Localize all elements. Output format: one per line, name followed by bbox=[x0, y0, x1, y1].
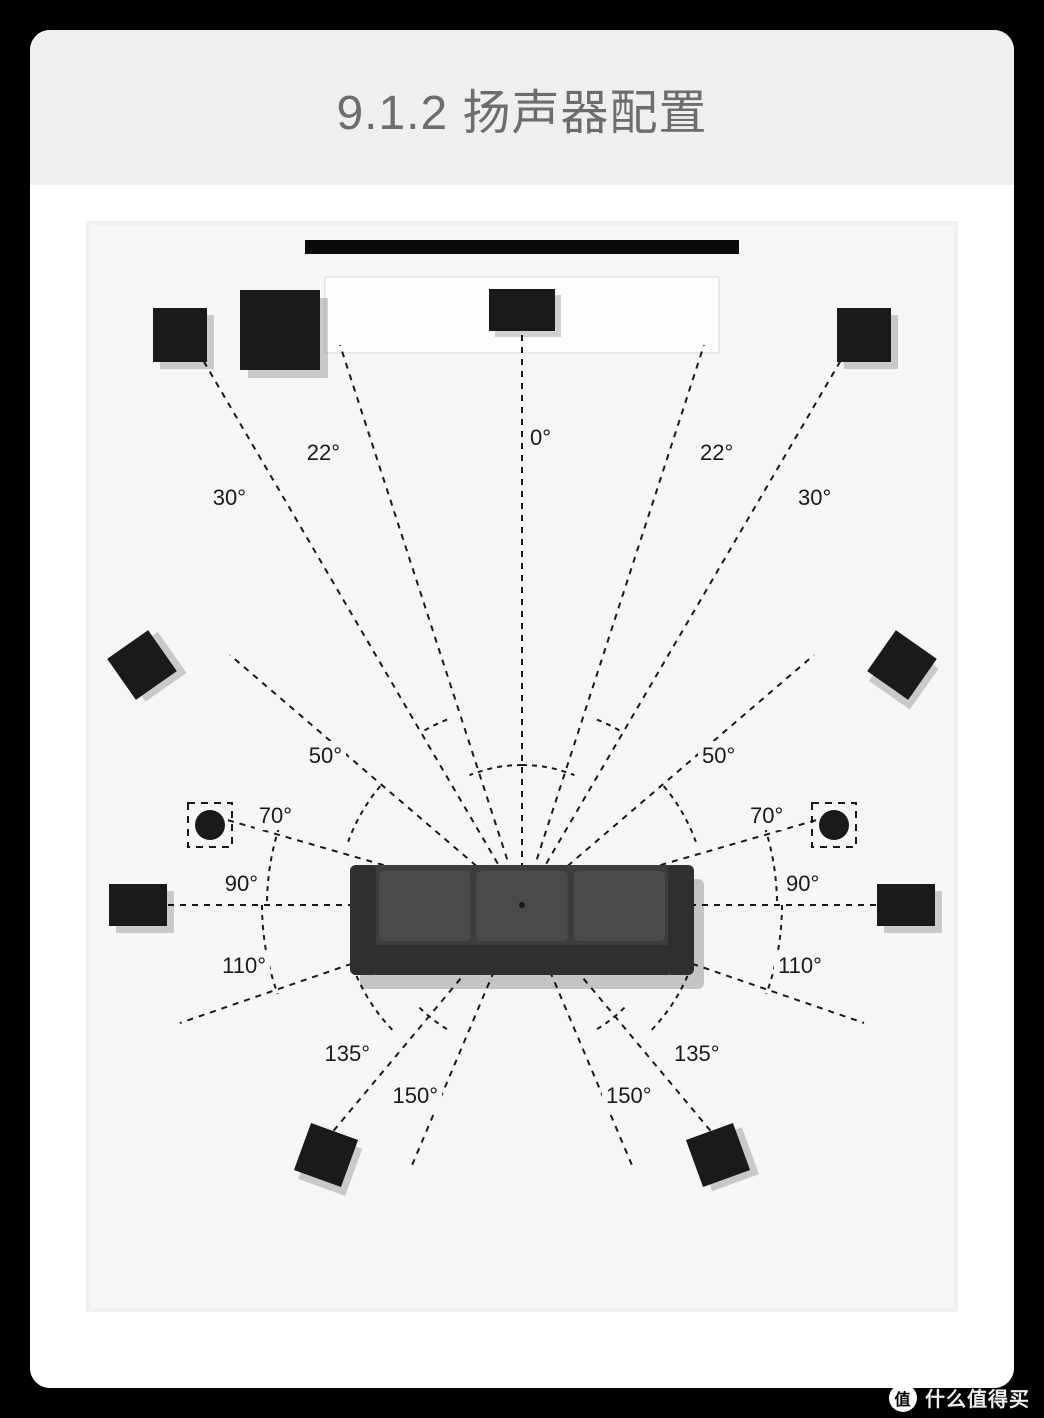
sofa bbox=[350, 865, 694, 975]
subwoofer bbox=[240, 290, 320, 370]
speaker-wide-right bbox=[863, 630, 942, 709]
angle-label: 70° bbox=[259, 803, 292, 828]
tv-screen bbox=[305, 240, 739, 254]
speaker-side-right bbox=[877, 884, 942, 933]
angle-arc bbox=[262, 905, 278, 994]
ceiling-speaker bbox=[819, 810, 849, 840]
angle-label: 150° bbox=[606, 1083, 652, 1108]
angle-label: 90° bbox=[225, 871, 258, 896]
angle-label: 110° bbox=[222, 953, 266, 978]
angle-line bbox=[340, 345, 522, 905]
angle-arc bbox=[422, 720, 447, 732]
listener-point bbox=[519, 902, 525, 908]
watermark-text: 什么值得买 bbox=[925, 1383, 1030, 1412]
angle-label: 30° bbox=[213, 485, 246, 510]
angle-label: 150° bbox=[392, 1083, 438, 1108]
angle-label: 110° bbox=[778, 953, 822, 978]
title-bar: 9.1.2 扬声器配置 bbox=[30, 30, 1014, 185]
angle-label: 30° bbox=[798, 485, 831, 510]
diagram-card: 9.1.2 扬声器配置 0° 22° 22° 30° 30° 50° 50° 70° 70° 90… bbox=[30, 30, 1014, 1388]
angle-label: 90° bbox=[786, 871, 819, 896]
angle-label: 0° bbox=[530, 425, 551, 450]
angle-label: 22° bbox=[307, 440, 340, 465]
speaker-front-right bbox=[837, 308, 898, 369]
speaker-side-left bbox=[109, 884, 174, 933]
angle-arc bbox=[348, 786, 380, 842]
angle-label: 135° bbox=[324, 1041, 370, 1066]
angle-line bbox=[200, 355, 522, 905]
watermark: 值 什么值得买 bbox=[889, 1383, 1030, 1412]
diagram-title: 9.1.2 扬声器配置 bbox=[336, 73, 707, 143]
angle-arc bbox=[664, 786, 696, 842]
angle-arc bbox=[267, 818, 282, 905]
angle-label: 70° bbox=[750, 803, 783, 828]
ceiling-speaker bbox=[195, 810, 225, 840]
speaker-wide-left bbox=[107, 626, 186, 705]
angle-arc bbox=[766, 905, 782, 994]
angle-arc bbox=[597, 720, 622, 732]
speaker-rear-left bbox=[292, 1123, 365, 1196]
angle-line bbox=[522, 355, 844, 905]
angle-label: 22° bbox=[700, 440, 733, 465]
angle-arc bbox=[762, 818, 777, 905]
angle-label: 50° bbox=[309, 743, 342, 768]
speaker-front-left bbox=[153, 308, 214, 369]
speaker-rear-right bbox=[686, 1121, 759, 1194]
diagram-svg: 0° 22° 22° 30° 30° 50° 50° 70° 70° 90° 90° 110° 110°… bbox=[30, 185, 1014, 1388]
angle-label: 50° bbox=[702, 743, 735, 768]
watermark-badge-icon: 值 bbox=[889, 1384, 917, 1412]
center-speaker bbox=[489, 289, 555, 331]
diagram-stage: 0° 22° 22° 30° 30° 50° 50° 70° 70° 90° 90° 110° 110°… bbox=[30, 185, 1014, 1388]
angle-label: 135° bbox=[674, 1041, 720, 1066]
